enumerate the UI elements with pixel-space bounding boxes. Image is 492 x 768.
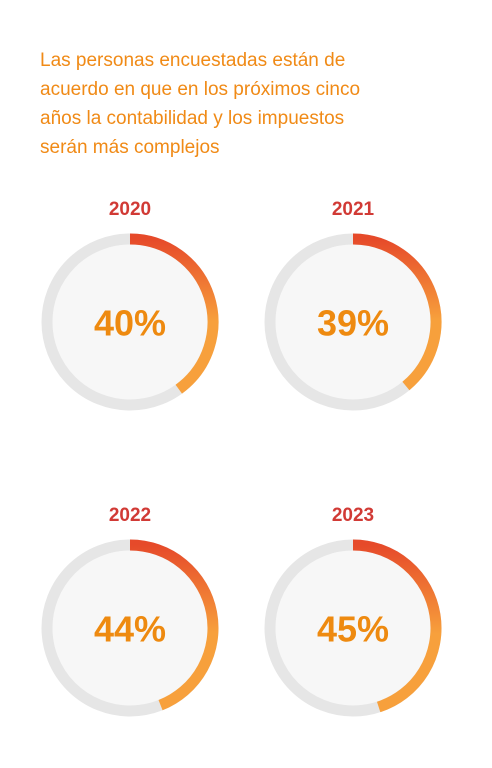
donut-center <box>275 550 431 706</box>
slice-agree <box>352 233 442 391</box>
year-label: 2021 <box>331 199 375 220</box>
donut-2020: 2020 40% <box>40 199 220 414</box>
donut-center <box>52 244 208 400</box>
donut-2022: 2022 44% <box>40 505 220 720</box>
donut-2021: 2021 39% <box>263 199 443 414</box>
donut-2023: 2023 45% <box>263 505 443 720</box>
donut-center <box>52 550 208 706</box>
slice-agree <box>129 539 219 711</box>
year-label: 2023 <box>331 505 375 526</box>
headline-line-2: acuerdo en que en los próximos cinco <box>40 79 361 100</box>
donut-chart-2023: 45% <box>264 539 442 717</box>
year-label: 2022 <box>108 505 152 526</box>
donut-chart-2022: 44% <box>41 539 219 717</box>
headline-line-1: Las personas encuestadas están de <box>40 50 346 71</box>
percent-label: 39% <box>317 303 389 344</box>
headline-line-4: serán más complejos <box>40 137 220 158</box>
headline: Las personas encuestadas están de acuerd… <box>40 46 460 162</box>
headline-line-3: años la contabilidad y los impuestos <box>40 108 345 129</box>
donut-center <box>275 244 431 400</box>
donut-chart-2021: 39% <box>264 233 442 411</box>
percent-label: 45% <box>317 609 389 650</box>
slice-agree <box>129 233 219 394</box>
slice-agree <box>352 539 442 713</box>
percent-label: 44% <box>94 609 166 650</box>
donut-chart-2020: 40% <box>41 233 219 411</box>
percent-label: 40% <box>94 303 166 344</box>
year-label: 2020 <box>108 199 152 220</box>
